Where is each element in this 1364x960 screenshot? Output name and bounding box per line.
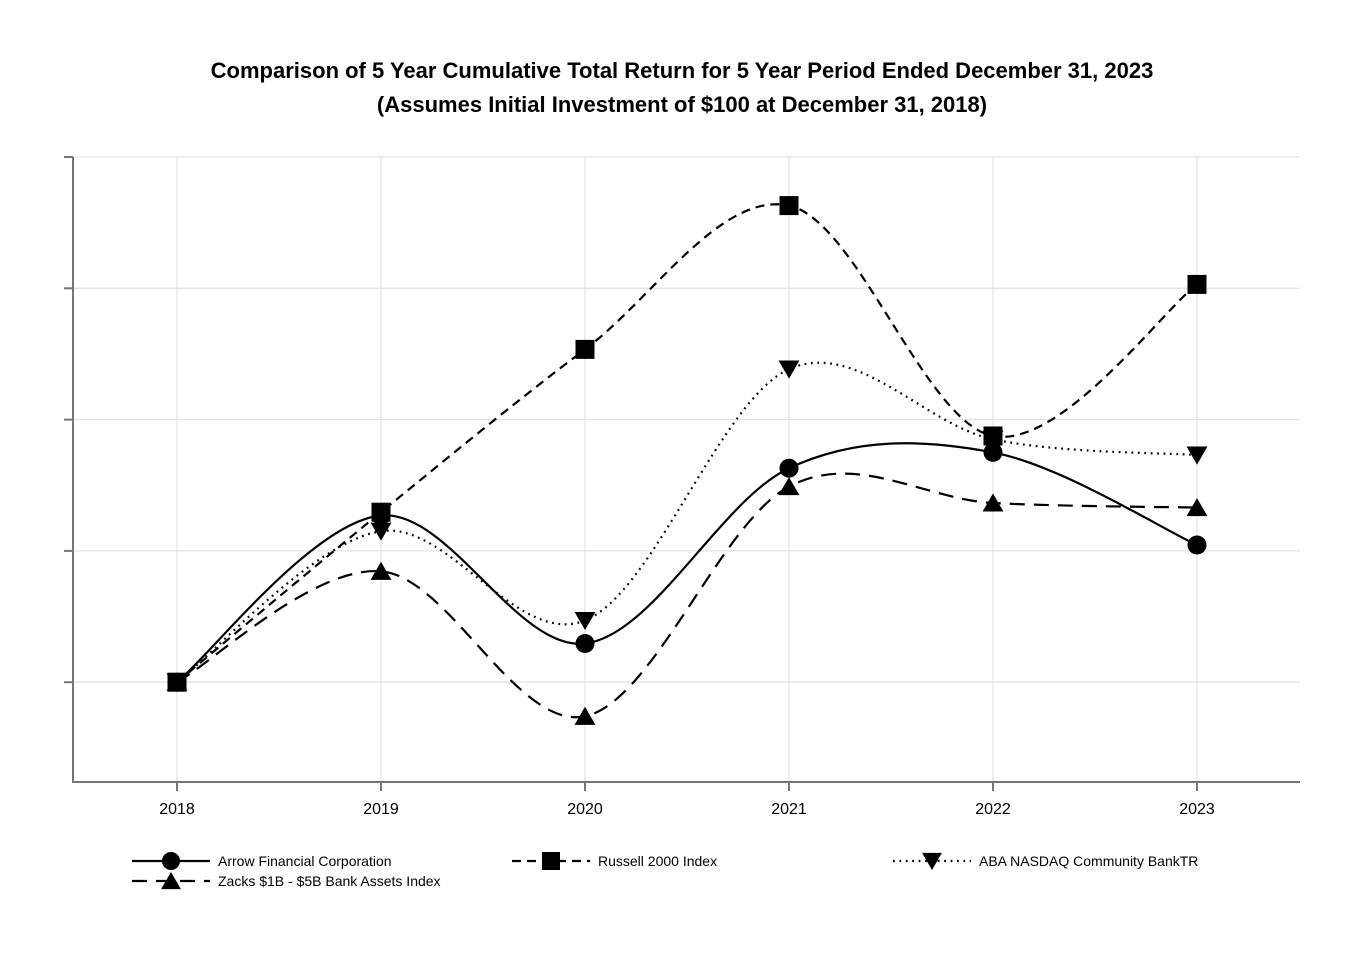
data-point-square bbox=[1187, 274, 1207, 294]
legend-label: Arrow Financial Corporation bbox=[218, 853, 392, 869]
legend-sample-longdash-triangle-up-icon bbox=[132, 872, 210, 890]
series-line-dashed bbox=[176, 203, 1198, 684]
data-point-triangle-up bbox=[1186, 498, 1208, 517]
legend-marker-square bbox=[542, 852, 560, 870]
x-tick-label: 2023 bbox=[1179, 801, 1215, 818]
data-point-triangle-down bbox=[1186, 446, 1208, 465]
legend-item-aba-nasdaq: ABA NASDAQ Community BankTR bbox=[893, 852, 1198, 870]
data-point-triangle-up bbox=[574, 706, 596, 725]
data-point-triangle-up bbox=[370, 561, 392, 580]
data-point-circle bbox=[983, 442, 1003, 462]
legend-label: Russell 2000 Index bbox=[598, 853, 718, 869]
legend-sample-dashed-square-icon bbox=[512, 852, 590, 870]
x-tick-label: 2018 bbox=[159, 801, 195, 818]
data-point-triangle-down bbox=[370, 522, 392, 541]
data-point-square bbox=[167, 672, 187, 692]
legend-item-arrow-financial: Arrow Financial Corporation bbox=[132, 852, 392, 870]
x-tick-label: 2019 bbox=[363, 801, 399, 818]
legend-marker-triangle-up bbox=[161, 872, 181, 890]
data-point-circle bbox=[1187, 535, 1207, 555]
legend-item-zacks-bank-assets: Zacks $1B - $5B Bank Assets Index bbox=[132, 872, 441, 890]
legend-sample-dotted-triangle-down-icon bbox=[893, 852, 971, 870]
chart-title: Comparison of 5 Year Cumulative Total Re… bbox=[210, 58, 1154, 83]
data-point-triangle-up bbox=[778, 477, 800, 496]
data-point-square bbox=[371, 502, 391, 522]
data-point-square bbox=[983, 426, 1003, 446]
legend-label: ABA NASDAQ Community BankTR bbox=[979, 853, 1199, 869]
legend-marker-circle bbox=[162, 852, 180, 870]
data-point-circle bbox=[575, 634, 595, 653]
x-tick-label: 2021 bbox=[771, 801, 807, 818]
data-point-square bbox=[575, 339, 595, 359]
data-point-triangle-down bbox=[574, 611, 596, 630]
legend-marker-triangle-down bbox=[922, 852, 942, 870]
chart-subtitle: (Assumes Initial Investment of $100 at D… bbox=[376, 92, 988, 117]
series-line-long-dash bbox=[176, 472, 1198, 719]
legend-sample-solid-circle-icon bbox=[132, 852, 210, 870]
x-tick-label: 2020 bbox=[567, 801, 603, 818]
legend-item-russell-2000: Russell 2000 Index bbox=[512, 852, 717, 870]
series-line-solid bbox=[176, 442, 1198, 684]
data-point-square bbox=[779, 196, 799, 216]
data-point-triangle-down bbox=[778, 360, 800, 379]
legend-label: Zacks $1B - $5B Bank Assets Index bbox=[218, 873, 441, 889]
data-point-circle bbox=[779, 458, 799, 478]
series-line-dotted bbox=[176, 361, 1198, 684]
chart-title-block: Comparison of 5 Year Cumulative Total Re… bbox=[0, 54, 1364, 122]
x-tick-label: 2022 bbox=[975, 801, 1011, 818]
data-point-triangle-up bbox=[982, 493, 1004, 512]
